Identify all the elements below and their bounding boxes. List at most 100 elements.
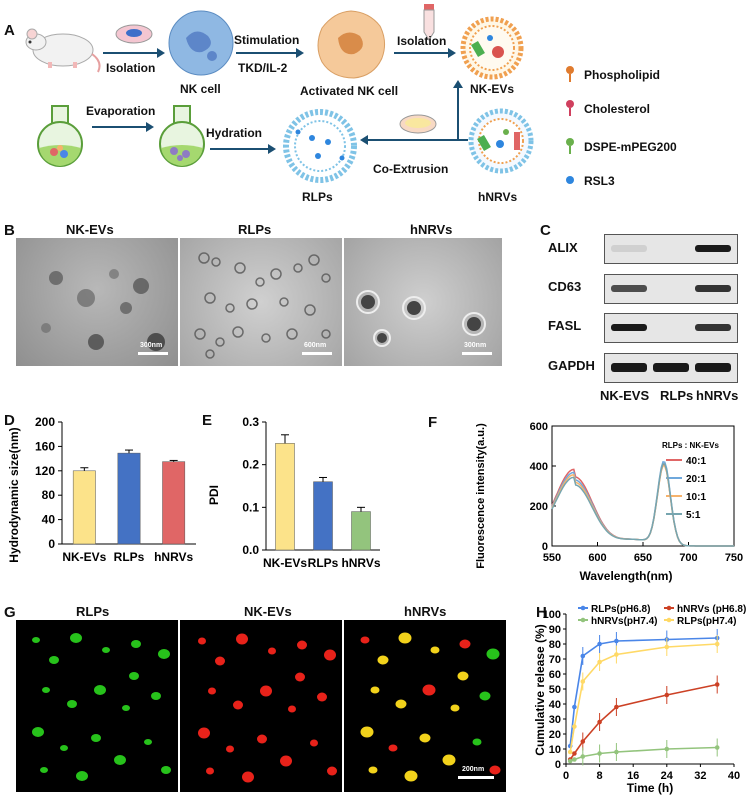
scale-label: 600nm [304, 342, 327, 349]
red-spot [327, 766, 337, 776]
chart-h-xlabel: Time (h) [627, 781, 673, 795]
red-spot [280, 755, 292, 767]
tem-title-nkevs: NK-EVs [66, 222, 114, 237]
panel-label-c: C [540, 222, 551, 239]
y-tick-label: 20 [549, 729, 561, 741]
tem-title-hnrvs: hNRVs [410, 222, 453, 237]
green-spot [70, 633, 82, 643]
legend-label: 20:1 [686, 474, 706, 485]
green-spot [102, 647, 110, 653]
merged-spot [422, 684, 436, 696]
scale-bar [462, 352, 492, 355]
merged-spot [489, 765, 501, 775]
petri-dish-icon [115, 24, 153, 44]
bar [117, 452, 141, 545]
flask-icon [37, 105, 83, 167]
y-tick-label: 0.0 [242, 543, 259, 557]
fluor-image-hnrvs: 200nm [344, 620, 506, 792]
merged-spot [450, 704, 460, 712]
hnrvs-vesicle-icon [468, 108, 534, 174]
y-tick-label: 40 [549, 699, 561, 711]
red-spot [297, 640, 307, 650]
co-extrusion-label: Co-Extrusion [373, 162, 449, 176]
green-spot [151, 692, 161, 700]
y-tick-label: 200 [35, 415, 55, 429]
release-point [572, 757, 577, 762]
x-tick-label: 16 [627, 770, 639, 782]
arrow-icon [92, 122, 154, 132]
legend-rsl3: RSL3 [584, 174, 615, 188]
x-tick-label: 32 [694, 770, 706, 782]
green-spot [76, 771, 88, 781]
green-spot [32, 637, 40, 643]
fluor-image-nkevs [180, 620, 342, 792]
release-point [572, 724, 577, 729]
scale-label: 300nm [140, 342, 163, 349]
y-tick-label: 70 [549, 654, 561, 666]
y-tick-label: 0 [542, 541, 548, 553]
mouse-icon [25, 28, 101, 73]
nk-evs-label: NK-EVs [470, 82, 515, 96]
bar [275, 443, 295, 551]
y-tick-label: 60 [549, 669, 561, 681]
flask-icon [159, 105, 205, 167]
red-spot [288, 705, 296, 713]
bar [351, 511, 371, 551]
chart-f-xlabel: Wavelength(nm) [580, 569, 673, 583]
fluor-title-rlps: RLPs [76, 604, 110, 619]
bar [313, 481, 333, 551]
scale-bar [302, 352, 332, 355]
y-tick-label: 80 [549, 639, 561, 651]
merged-spot [360, 726, 374, 738]
evaporation-label: Evaporation [86, 104, 156, 118]
green-spot [129, 672, 139, 680]
legend-marker [580, 617, 586, 623]
y-tick-label: 50 [549, 684, 561, 696]
legend-dspe: DSPE-mPEG200 [584, 140, 677, 154]
merged-spot [430, 646, 440, 654]
tube-icon [423, 4, 435, 41]
green-spot [144, 739, 152, 745]
x-tick-label: hNRVs [341, 556, 380, 570]
y-tick-label: 30 [549, 714, 561, 726]
activated-nk-cell-icon [317, 10, 386, 79]
legend-label: 40:1 [686, 456, 706, 467]
y-tick-label: 0.1 [242, 500, 259, 514]
arrow-icon [236, 48, 304, 58]
red-spot [310, 739, 318, 747]
stimulation-label: Stimulation [234, 33, 300, 47]
red-spot [215, 656, 225, 666]
release-point [572, 751, 577, 756]
wb-label-gapdh: GAPDH [548, 358, 595, 373]
x-tick-label: 0 [563, 770, 569, 782]
green-spot [131, 640, 141, 648]
panel-label-g: G [4, 604, 16, 621]
legend-marker [580, 605, 586, 611]
wb-col-rlps: RLPs [660, 388, 694, 403]
chart-h: Cumulative release (%) Time (h) 0 10 20 30 4… [533, 604, 746, 795]
bar [72, 470, 96, 545]
petri-dish-icon [399, 114, 437, 134]
legend-phospholipid: Phospholipid [584, 68, 660, 82]
spectrum-line [551, 460, 734, 547]
legend-label: hNRVs(pH7.4) [591, 616, 658, 627]
y-tick-label: 90 [549, 624, 561, 636]
wb-label-cd63: CD63 [548, 279, 582, 294]
nk-evs-vesicle-icon [460, 16, 524, 80]
y-tick-label: 100 [543, 609, 561, 621]
y-tick-label: 0.2 [242, 458, 259, 472]
chart-f: Fluorescence intensity(a.u.) Wavelength(… [475, 421, 743, 583]
x-tick-label: 650 [634, 552, 652, 564]
y-tick-label: 600 [530, 421, 548, 433]
legend-label: 10:1 [686, 492, 706, 503]
merged-spot [419, 733, 431, 743]
legend-marker [666, 605, 672, 611]
nk-cell-label: NK cell [180, 82, 221, 96]
green-spot [122, 705, 130, 711]
chart-d-ylabel: Hydrodynamic size(nm) [7, 427, 21, 562]
red-spot [260, 685, 272, 697]
x-tick-label: hNRVs [154, 550, 193, 564]
merged-spot [442, 754, 456, 766]
arrow-icon [103, 48, 165, 58]
